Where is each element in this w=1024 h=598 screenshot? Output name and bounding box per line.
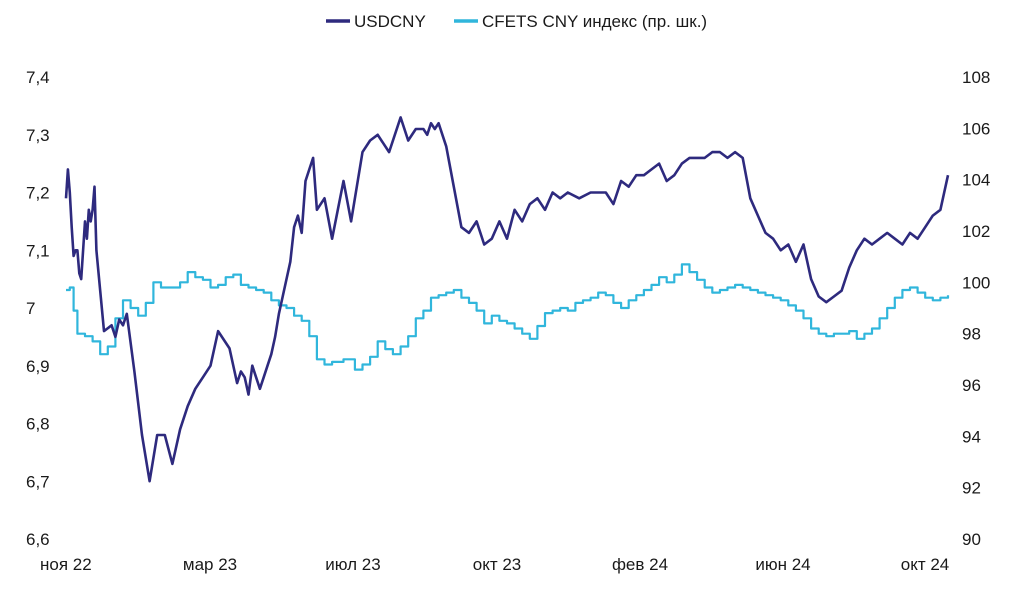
left-tick-label: 6,9 — [26, 357, 50, 376]
left-tick-label: 7,4 — [26, 68, 50, 87]
left-tick-label: 7 — [26, 299, 35, 318]
right-tick-label: 94 — [962, 427, 981, 446]
left-tick-label: 7,2 — [26, 184, 50, 203]
left-tick-label: 6,8 — [26, 415, 50, 434]
x-tick-label: окт 23 — [473, 555, 522, 574]
legend: USDCNY CFETS CNY индекс (пр. шк.) — [326, 12, 707, 31]
right-tick-label: 90 — [962, 530, 981, 549]
x-tick-label: ноя 22 — [40, 555, 92, 574]
right-tick-label: 98 — [962, 325, 981, 344]
right-tick-label: 104 — [962, 171, 990, 190]
x-tick-label: июл 23 — [325, 555, 380, 574]
x-axis-ticks: ноя 22 мар 23 июл 23 окт 23 фев 24 июн 24 окт … — [40, 555, 949, 574]
left-tick-label: 6,7 — [26, 472, 50, 491]
right-tick-label: 106 — [962, 119, 990, 138]
legend-label-cfets: CFETS CNY индекс (пр. шк.) — [482, 12, 707, 31]
left-tick-label: 7,1 — [26, 241, 50, 260]
series-line-cfets — [66, 263, 950, 371]
x-tick-label: июн 24 — [755, 555, 810, 574]
right-tick-label: 92 — [962, 479, 981, 498]
right-tick-label: 96 — [962, 376, 981, 395]
right-axis-ticks: 90 92 94 96 98 100 102 104 106 108 — [962, 68, 990, 549]
right-tick-label: 108 — [962, 68, 990, 87]
left-axis-ticks: 6,6 6,7 6,8 6,9 7 7,1 7,2 7,3 7,4 — [26, 68, 50, 549]
x-tick-label: окт 24 — [901, 555, 950, 574]
left-tick-label: 6,6 — [26, 530, 50, 549]
legend-label-usdcny: USDCNY — [354, 12, 426, 31]
x-tick-label: мар 23 — [183, 555, 237, 574]
x-tick-label: фев 24 — [612, 555, 668, 574]
series-line-usdcny — [64, 116, 950, 483]
right-tick-label: 100 — [962, 273, 990, 292]
right-tick-label: 102 — [962, 222, 990, 241]
left-tick-label: 7,3 — [26, 126, 50, 145]
